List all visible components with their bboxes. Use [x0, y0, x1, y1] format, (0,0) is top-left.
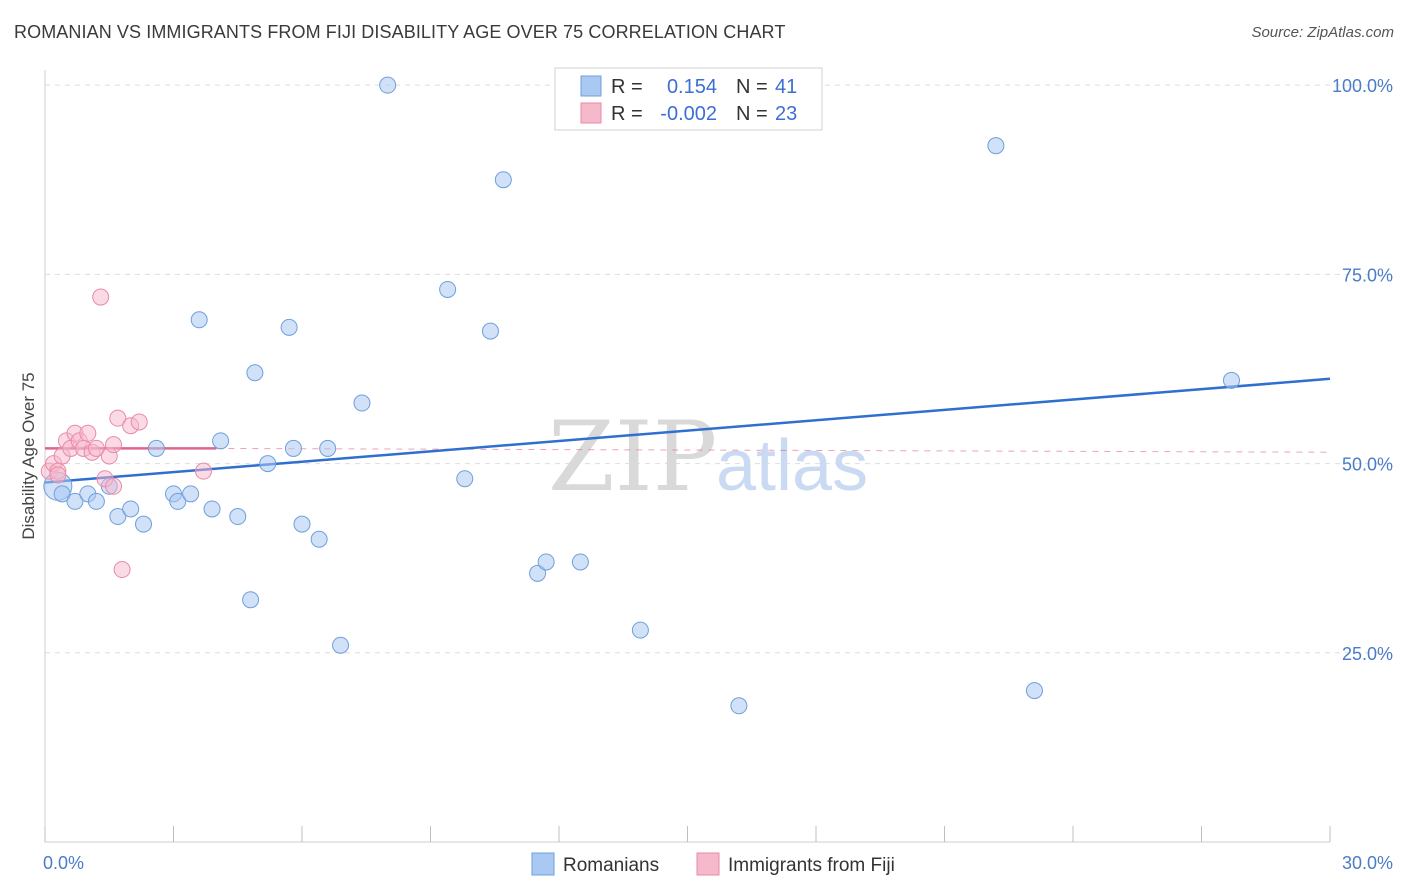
legend-r-value-fiji: -0.002: [660, 103, 717, 125]
point-romanians-16: [229, 508, 247, 526]
point-fiji-11: [87, 439, 105, 457]
point-romanians-23: [310, 530, 328, 548]
point-romanians-15: [212, 432, 230, 450]
point-romanians-36: [730, 697, 748, 715]
chart-title: ROMANIAN VS IMMIGRANTS FROM FIJI DISABIL…: [14, 22, 786, 42]
point-fiji-9: [79, 424, 97, 442]
point-romanians-11: [169, 492, 187, 510]
point-romanians-39: [1025, 682, 1043, 700]
legend-swatch-fiji: [580, 102, 602, 124]
point-romanians-6: [109, 508, 127, 526]
point-romanians-35: [631, 621, 649, 639]
legend-n-value-romanians: 41: [775, 76, 797, 98]
bottom-legend-label-fiji: Immigrants from Fiji: [728, 855, 895, 876]
watermark-atlas: atlas: [716, 426, 868, 506]
axes-layer: [44, 70, 1331, 843]
point-romanians-1: [53, 485, 71, 503]
watermark: ZIP atlas: [548, 401, 868, 513]
source-label: Source: ZipAtlas.com: [1251, 24, 1394, 41]
bottom-legend-swatch-romanians: [531, 852, 555, 876]
legend-swatch-romanians: [580, 75, 602, 97]
point-romanians-26: [353, 394, 371, 412]
point-romanians-7: [122, 500, 140, 518]
point-romanians-18: [246, 364, 264, 382]
point-fiji-22: [49, 466, 67, 484]
trend-extension-fiji: [216, 447, 1331, 453]
point-romanians-2: [66, 492, 84, 510]
point-romanians-34: [571, 553, 589, 571]
point-romanians-9: [147, 439, 165, 457]
point-romanians-14: [203, 500, 221, 518]
point-romanians-19: [259, 455, 277, 473]
point-fiji-17: [109, 409, 127, 427]
y-tick-label-75: 75.0%: [1342, 265, 1393, 285]
point-fiji-16: [105, 436, 123, 454]
point-romanians-20: [280, 318, 298, 336]
y-tick-label-50: 50.0%: [1342, 455, 1393, 475]
stats-legend: R = 0.154 N = 41 R = -0.002 N = 23: [554, 67, 823, 131]
point-romanians-22: [293, 515, 311, 533]
point-romanians-32: [529, 564, 547, 582]
x-tick-label-0: 0.0%: [43, 853, 84, 873]
point-romanians-24: [319, 439, 337, 457]
bottom-legend: Romanians Immigrants from Fiji: [531, 852, 895, 876]
grid-layer: [45, 84, 1392, 654]
point-fiji-18: [113, 561, 131, 579]
point-romanians-30: [481, 322, 499, 340]
point-romanians-27: [379, 76, 397, 94]
bottom-legend-swatch-fiji: [696, 852, 720, 876]
legend-r-label-fiji: R =: [611, 103, 643, 125]
point-romanians-25: [332, 636, 350, 654]
point-romanians-17: [242, 591, 260, 609]
y-tick-label-100: 100.0%: [1332, 76, 1393, 96]
y-tick-label-25: 25.0%: [1342, 644, 1393, 664]
point-fiji-15: [105, 477, 123, 495]
legend-n-label-romanians: N =: [736, 76, 768, 98]
bottom-legend-label-romanians: Romanians: [563, 855, 659, 876]
point-romanians-8: [135, 515, 153, 533]
point-romanians-40: [1222, 371, 1240, 389]
x-tick-label-30: 30.0%: [1342, 853, 1393, 873]
point-fiji-20: [130, 413, 148, 431]
point-romanians-29: [456, 470, 474, 488]
point-fiji-21: [194, 462, 212, 480]
y-axis-title: Disability Age Over 75: [19, 372, 38, 539]
point-romanians-31: [494, 171, 512, 189]
point-romanians-12: [182, 485, 200, 503]
point-romanians-38: [987, 137, 1005, 155]
tick-labels: 25.0% 50.0% 75.0% 100.0% 0.0% 30.0%: [43, 76, 1393, 873]
point-romanians-33: [537, 553, 555, 571]
watermark-zip: ZIP: [548, 401, 717, 513]
point-romanians-21: [284, 439, 302, 457]
trend-line-romanians: [44, 377, 1331, 484]
point-romanians-4: [87, 492, 105, 510]
point-romanians-13: [190, 311, 208, 329]
legend-n-label-fiji: N =: [736, 103, 768, 125]
points-layer: [40, 76, 1240, 715]
point-fiji-12: [92, 288, 110, 306]
legend-n-value-fiji: 23: [775, 103, 797, 125]
legend-r-label-romanians: R =: [611, 76, 643, 98]
point-romanians-28: [439, 280, 457, 298]
legend-r-value-romanians: 0.154: [667, 76, 717, 98]
